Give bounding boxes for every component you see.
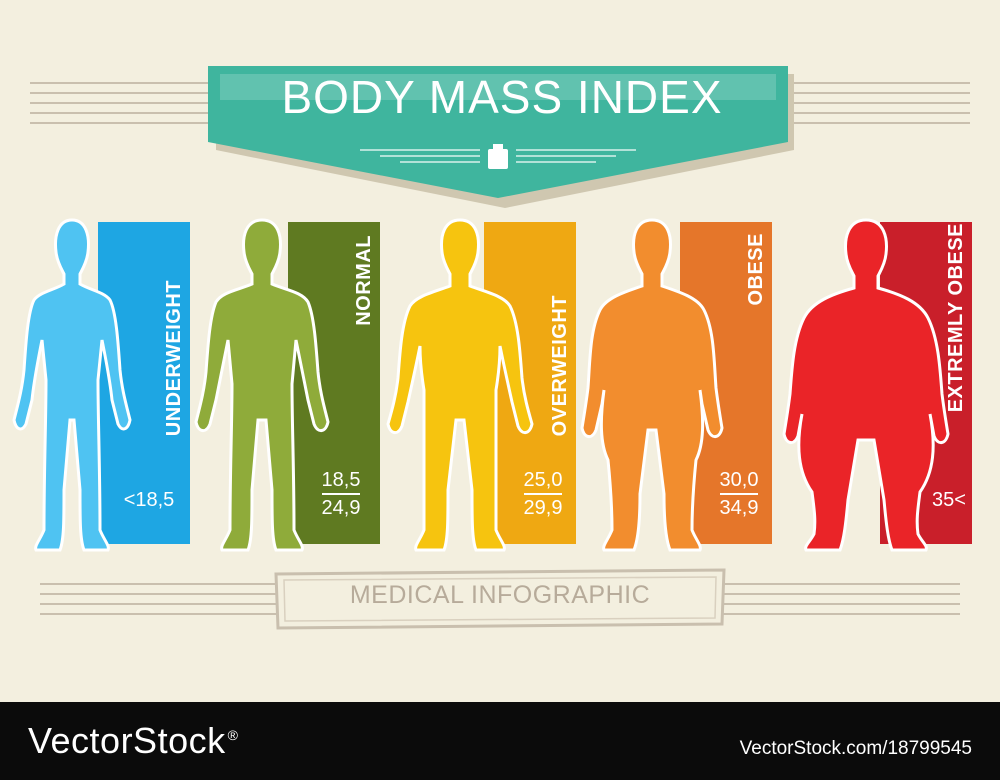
range-extremly-obese: 35< xyxy=(932,489,966,511)
label-normal: NORMAL xyxy=(352,235,375,326)
page-title: BODY MASS INDEX xyxy=(281,71,723,123)
brand-name: VectorStock xyxy=(28,720,226,761)
title-banner xyxy=(208,66,788,198)
silhouette-overweight xyxy=(386,218,534,552)
label-obese: OBESE xyxy=(744,233,767,306)
range-divider xyxy=(322,493,360,495)
range-divider xyxy=(720,493,758,495)
label-underweight: UNDERWEIGHT xyxy=(162,279,185,436)
range-overweight: 25,0 29,9 xyxy=(508,468,578,520)
banner-inner-lines xyxy=(360,149,636,163)
footer-bar: VectorStock ® VectorStock.com/18799545 xyxy=(0,702,1000,780)
range-obese: 30,0 34,9 xyxy=(704,468,774,520)
label-extremly-obese: EXTREMLY OBESE xyxy=(944,222,967,412)
range-divider xyxy=(524,493,562,495)
banner-highlight xyxy=(220,74,776,100)
range-obese-low: 30,0 xyxy=(719,469,759,491)
banner-side-lines xyxy=(30,82,970,124)
registered-mark: ® xyxy=(227,727,239,743)
range-overweight-low: 25,0 xyxy=(523,469,563,491)
subtitle-frame xyxy=(274,568,726,630)
brand-logo[interactable]: VectorStock ® xyxy=(28,720,238,762)
range-obese-high: 34,9 xyxy=(719,497,759,519)
range-normal-high: 24,9 xyxy=(321,497,361,519)
image-url[interactable]: VectorStock.com/18799545 xyxy=(739,738,972,759)
subtitle-side-lines xyxy=(40,583,960,615)
range-normal-low: 18,5 xyxy=(321,469,361,491)
weight-icon xyxy=(488,144,508,169)
silhouette-underweight xyxy=(12,218,132,552)
panel-overweight xyxy=(484,222,576,544)
range-normal: 18,5 24,9 xyxy=(306,468,376,520)
range-underweight: <18,5 xyxy=(123,489,175,511)
silhouette-normal xyxy=(194,218,330,552)
label-overweight: OVERWEIGHT xyxy=(548,294,571,436)
silhouette-obese xyxy=(580,218,724,552)
silhouette-extremly-obese xyxy=(782,218,950,552)
subtitle: MEDICAL INFOGRAPHIC xyxy=(349,581,651,609)
range-overweight-high: 29,9 xyxy=(523,497,563,519)
